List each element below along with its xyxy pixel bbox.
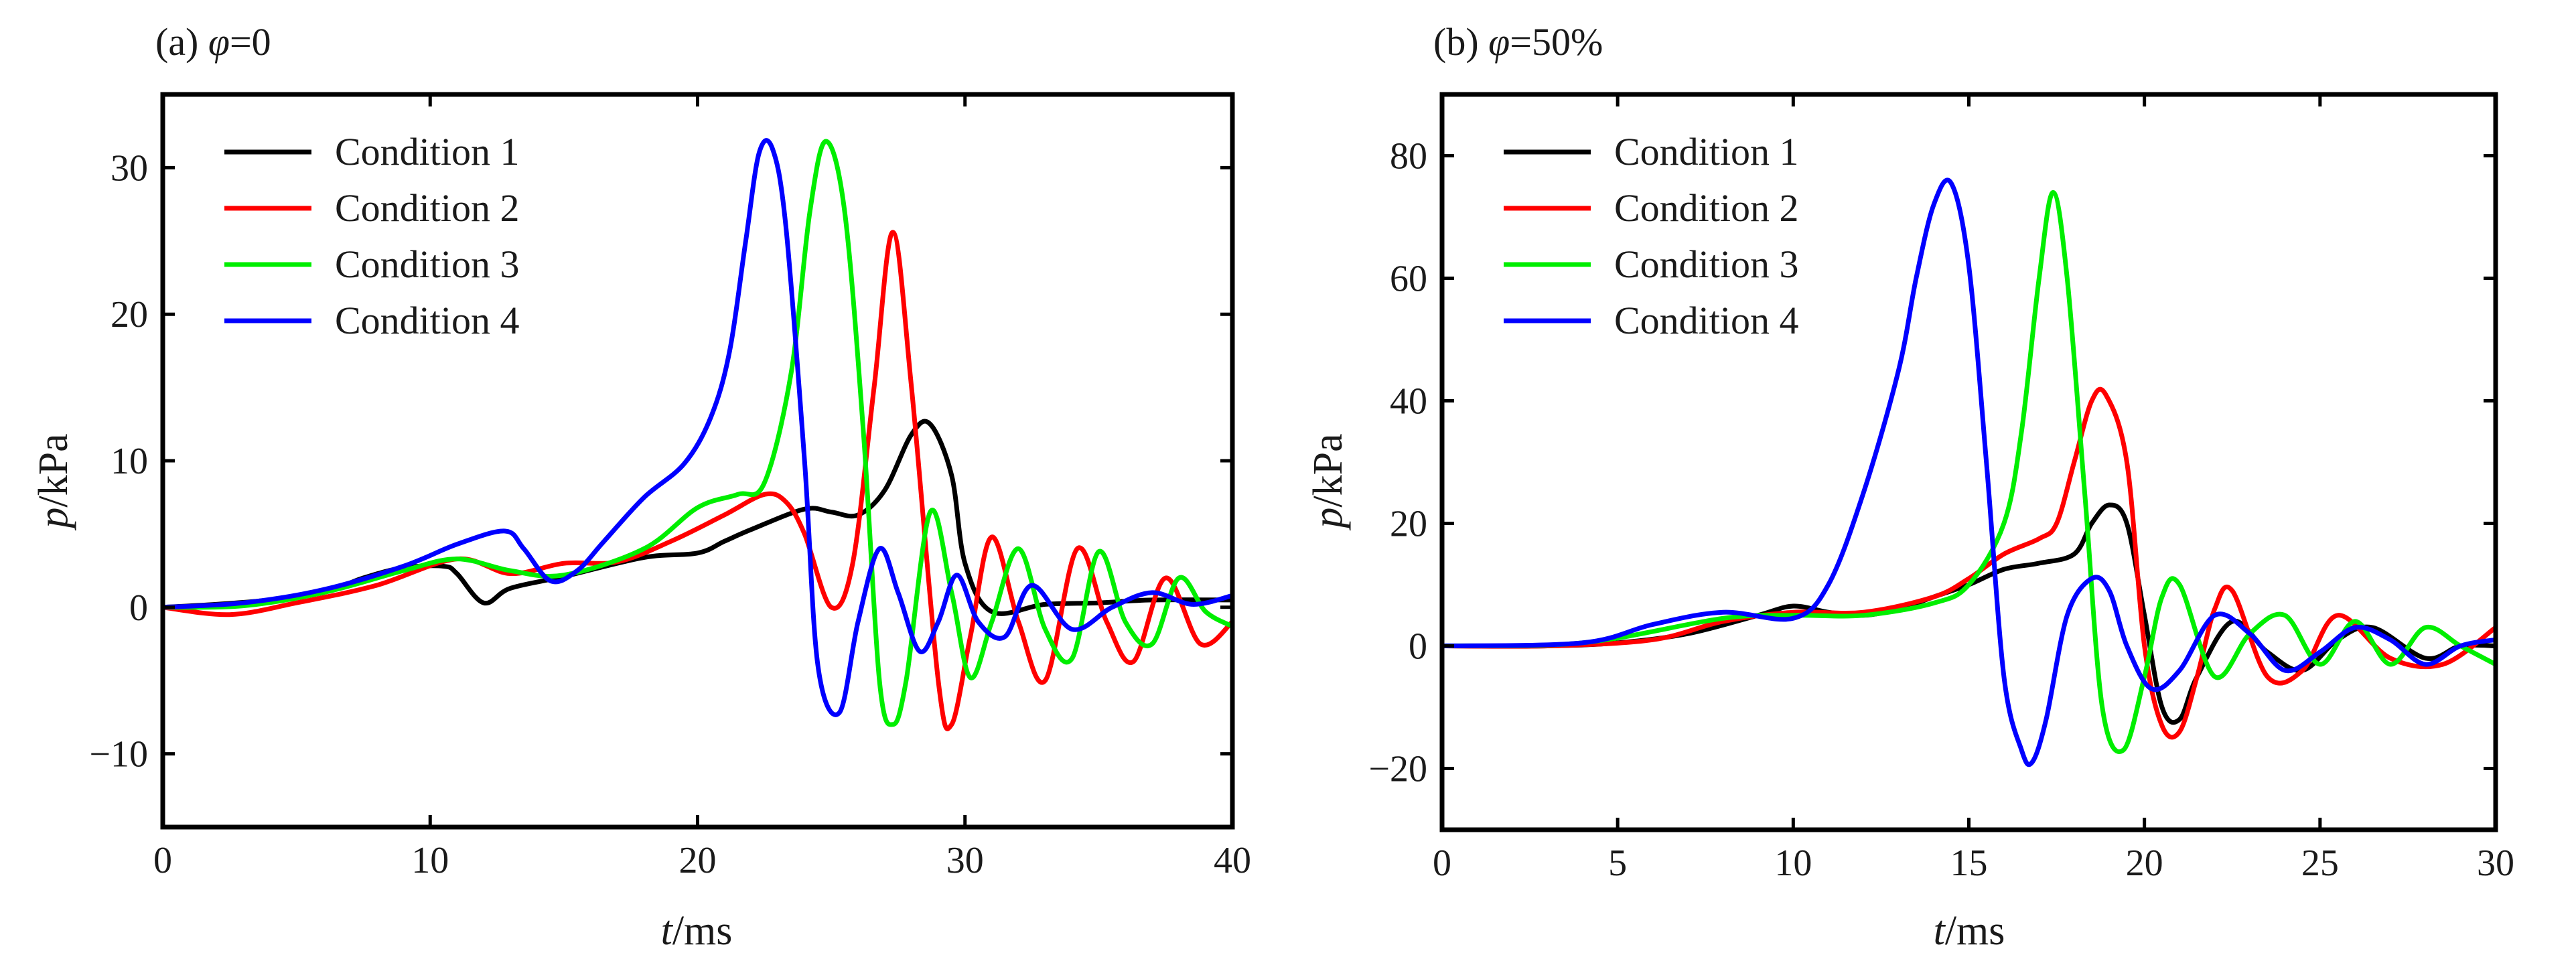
panel-a-legend-label-condition-4: Condition 4 (335, 299, 520, 342)
panel-a-series-line-condition-3 (163, 139, 1232, 727)
panel-a-plot-frame (160, 92, 1235, 830)
panel-b-legend-label-condition-4: Condition 4 (1614, 299, 1799, 342)
panel-b-y-tick-label: 20 (1390, 504, 1427, 545)
panel-a-series-line-condition-2 (163, 230, 1232, 731)
panel-b-y-axis-label: p/kPa (1305, 433, 1351, 530)
panel-b-x-tick-label: 20 (2126, 842, 2163, 884)
panel-b-x-tick-label: 5 (1608, 842, 1627, 884)
panel-b-chart: (b) φ=50% 0 5 10 15 20 25 30 −20 0 20 40 60 80 Condi… (1305, 20, 2514, 954)
panel-a-x-tick-label: 40 (1214, 840, 1251, 881)
panel-a-y-axis-label: p/kPa (31, 433, 76, 530)
panel-a-title: (a) φ=0 (155, 20, 271, 64)
panel-b-x-tick-label: 0 (1433, 842, 1451, 884)
panel-b-x-tick-label: 15 (1950, 842, 1988, 884)
panel-b-x-tick-label: 10 (1774, 842, 1812, 884)
panel-b-plot-frame (1439, 92, 2498, 832)
panel-b-legend-label-condition-2: Condition 2 (1614, 186, 1799, 230)
panel-a-y-tick-label: 20 (111, 294, 148, 336)
panel-b-series-line-condition-4 (1442, 177, 2496, 767)
panel-b-legend-label-condition-1: Condition 1 (1614, 130, 1799, 173)
panel-a-series-line-condition-1 (163, 419, 1232, 616)
panel-a-legend-label-condition-1: Condition 1 (335, 130, 520, 173)
panel-a-chart: (a) φ=0 0 10 20 30 40 −10 0 10 20 30 Condition 1 C… (31, 20, 1251, 954)
panel-a-y-tick-label: −10 (89, 734, 148, 776)
panel-b-y-tick-label: 0 (1409, 626, 1427, 668)
panel-b-series-line-condition-3 (1442, 190, 2496, 754)
panel-a-x-tick-label: 10 (411, 840, 449, 881)
panel-a-legend-label-condition-2: Condition 2 (335, 186, 520, 230)
panel-b-series-line-condition-2 (1442, 386, 2496, 740)
panel-a-x-axis-label: t/ms (661, 908, 733, 954)
panel-b-x-tick-label: 30 (2477, 842, 2514, 884)
panel-a-legend-label-condition-3: Condition 3 (335, 242, 520, 286)
panel-a-series-line-condition-4 (163, 138, 1232, 717)
panel-a-x-tick-label: 20 (679, 840, 717, 881)
panel-b-y-tick-label: 60 (1390, 259, 1427, 300)
panel-b-legend-label-condition-3: Condition 3 (1614, 242, 1799, 286)
panel-a-x-tick-label: 0 (153, 840, 172, 881)
panel-a-y-tick-label: 30 (111, 147, 148, 189)
panel-b-title: (b) φ=50% (1433, 20, 1603, 64)
panel-a-x-tick-label: 30 (946, 840, 984, 881)
panel-b-y-tick-label: −20 (1368, 749, 1427, 790)
panel-b-x-axis-label: t/ms (1934, 908, 2005, 954)
panel-b-y-tick-label: 80 (1390, 136, 1427, 177)
panel-a-y-tick-label: 0 (129, 587, 148, 629)
panel-b-x-tick-label: 25 (2301, 842, 2339, 884)
panel-b-y-tick-label: 40 (1390, 381, 1427, 423)
panel-a-y-tick-label: 10 (111, 441, 148, 482)
